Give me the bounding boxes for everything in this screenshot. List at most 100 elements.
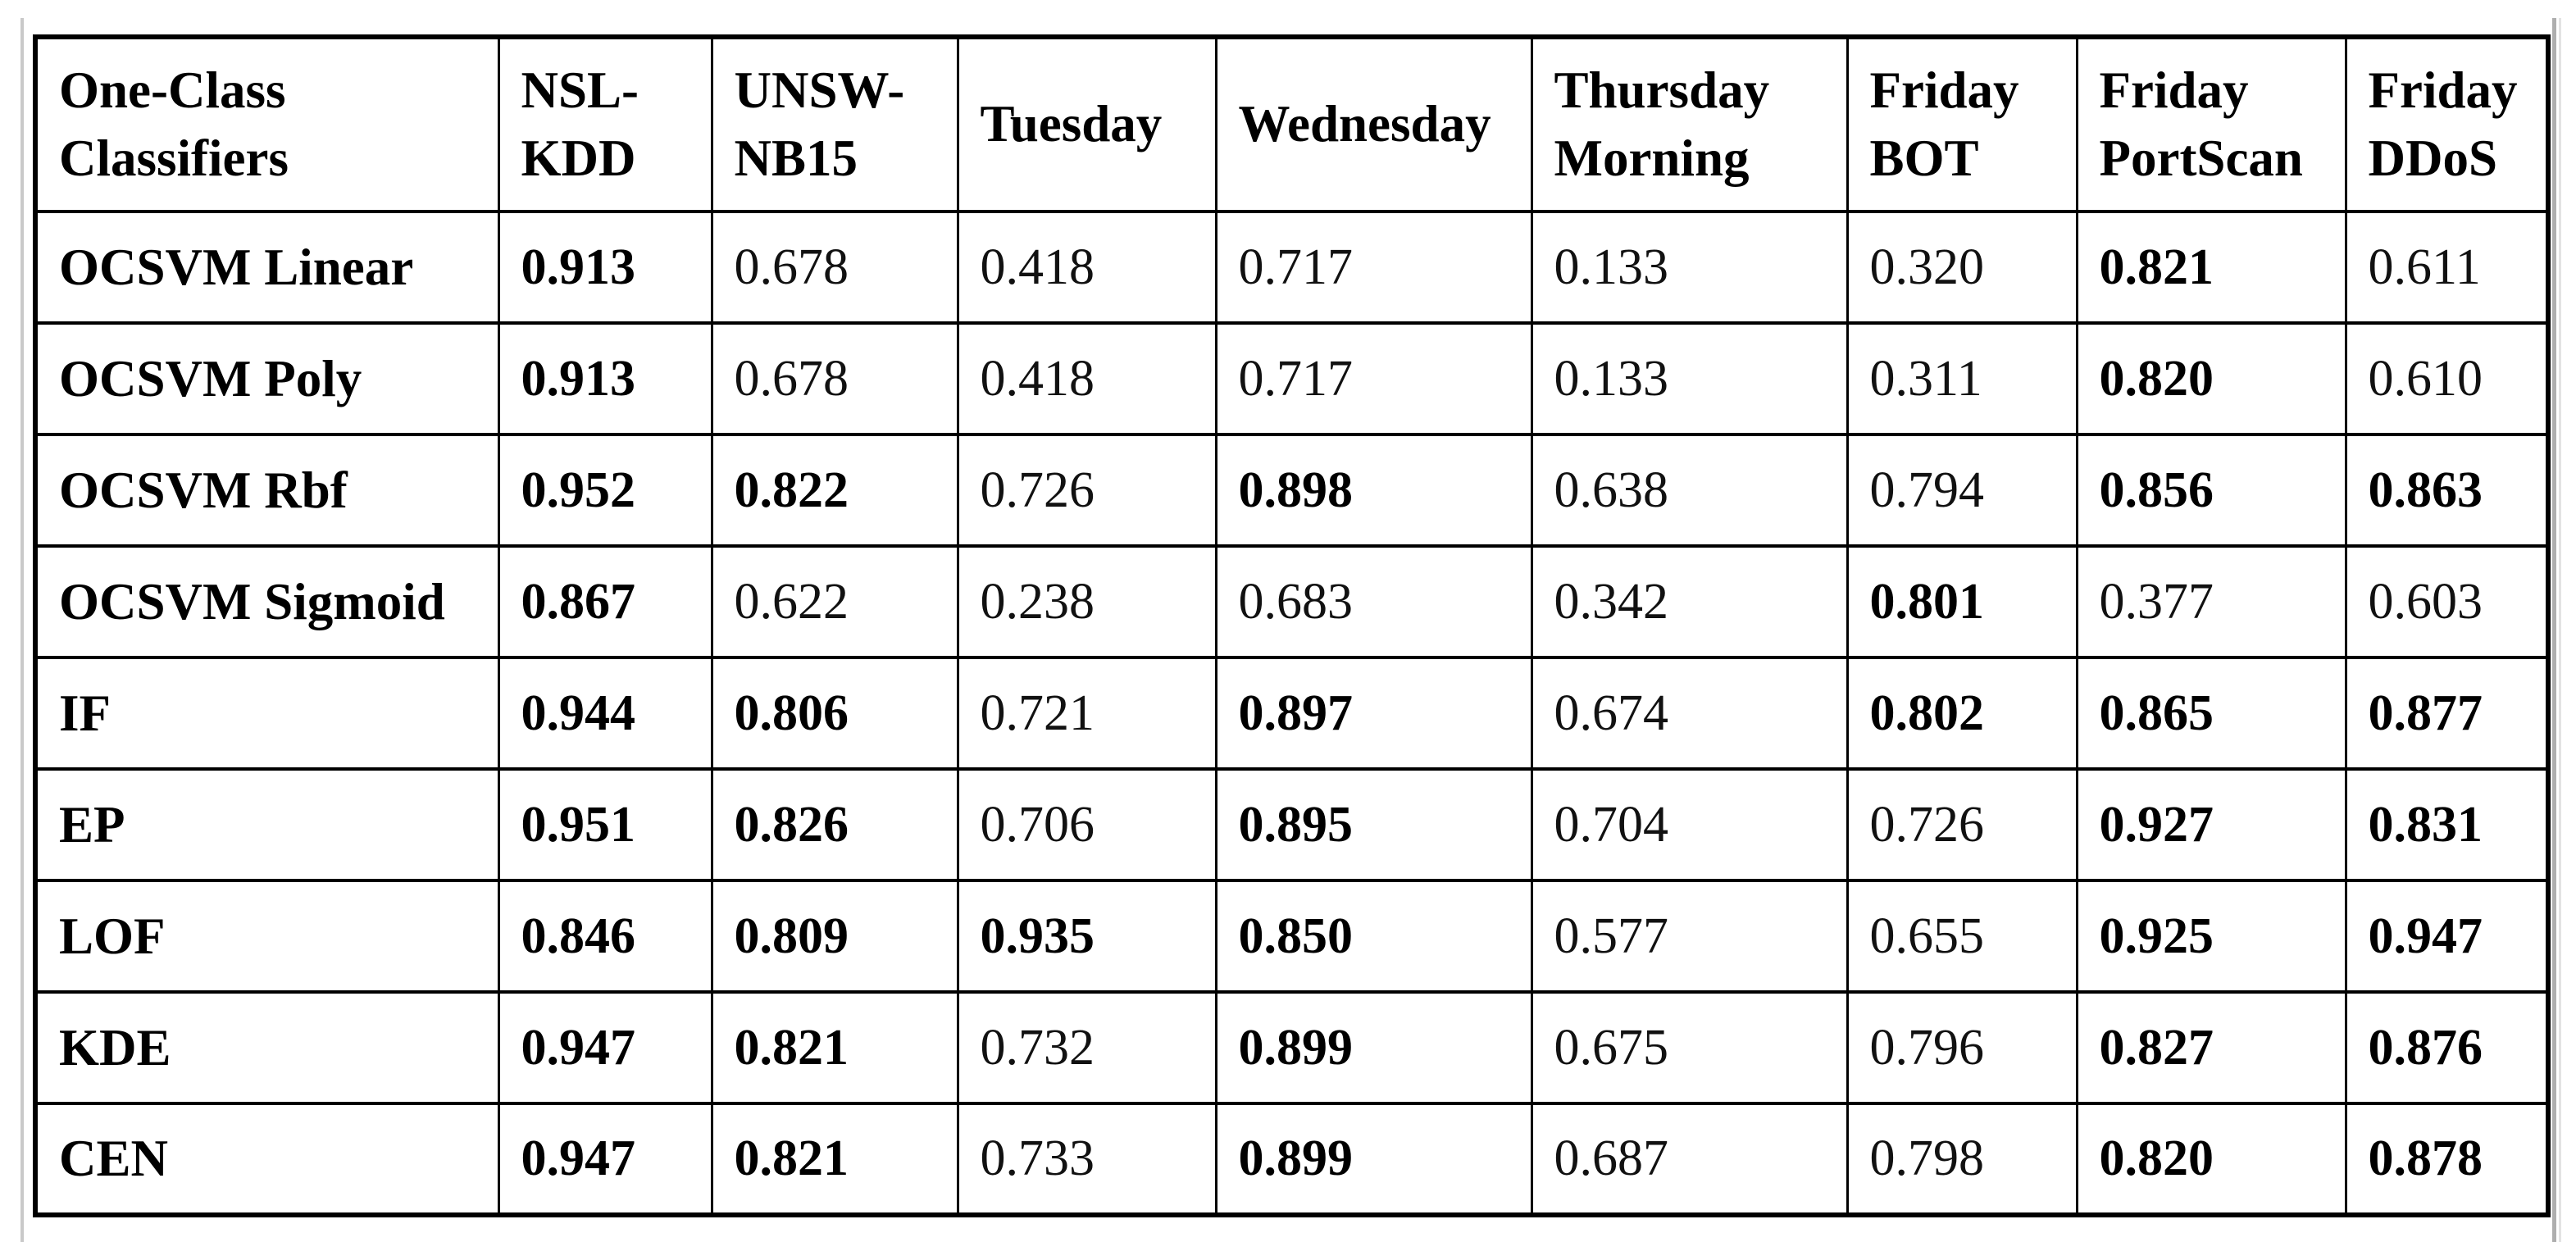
table-row-ocsvm-poly: OCSVM Poly 0.913 0.678 0.418 0.717 0.133 0.311… bbox=[34, 321, 2550, 436]
row-label-ocsvm-rbf: OCSVM Rbf bbox=[34, 433, 500, 548]
metric-cell-ocsvm-poly-wednesday: 0.717 bbox=[1214, 321, 1533, 436]
metric-cell-ocsvm-poly-nsl-kdd: 0.913 bbox=[497, 321, 713, 436]
metric-cell-ocsvm-linear-unsw-nb15: 0.678 bbox=[710, 210, 959, 325]
metric-cell-ep-friday-bot: 0.726 bbox=[1846, 767, 2078, 882]
metric-cell-if-unsw-nb15: 0.806 bbox=[710, 656, 959, 771]
metric-cell-kde-tuesday: 0.732 bbox=[956, 990, 1217, 1105]
metric-cell-ocsvm-sigmoid-unsw-nb15: 0.622 bbox=[710, 544, 959, 659]
metric-cell-if-tuesday: 0.721 bbox=[956, 656, 1217, 771]
column-header-friday-bot: Friday BOT bbox=[1846, 35, 2078, 213]
metric-cell-cen-unsw-nb15: 0.821 bbox=[710, 1102, 959, 1217]
table-row-cen: CEN 0.947 0.821 0.733 0.899 0.687 0.798 0.820 0.… bbox=[34, 1102, 2550, 1217]
metric-cell-ocsvm-linear-thursday-morning: 0.133 bbox=[1530, 210, 1849, 325]
metric-cell-cen-wednesday: 0.899 bbox=[1214, 1102, 1533, 1217]
column-header-tuesday: Tuesday bbox=[956, 35, 1217, 213]
table-row-ocsvm-sigmoid: OCSVM Sigmoid 0.867 0.622 0.238 0.683 0.342 0.… bbox=[34, 544, 2550, 659]
table-row-ocsvm-linear: OCSVM Linear 0.913 0.678 0.418 0.717 0.133 0.3… bbox=[34, 210, 2550, 325]
metric-cell-cen-friday-bot: 0.798 bbox=[1846, 1102, 2078, 1217]
metric-cell-ocsvm-sigmoid-wednesday: 0.683 bbox=[1214, 544, 1533, 659]
page-edge-line-right bbox=[2552, 18, 2556, 1242]
table-row-kde: KDE 0.947 0.821 0.732 0.899 0.675 0.796 0.827 0.… bbox=[34, 990, 2550, 1105]
row-label-ep: EP bbox=[34, 767, 500, 882]
metric-cell-ep-tuesday: 0.706 bbox=[956, 767, 1217, 882]
header-row: One-Class Classifiers NSL-KDD UNSW-NB15 Tue… bbox=[34, 35, 2550, 213]
metric-cell-cen-thursday-morning: 0.687 bbox=[1530, 1102, 1849, 1217]
metric-cell-cen-friday-ddos: 0.878 bbox=[2344, 1102, 2550, 1217]
metric-cell-lof-thursday-morning: 0.577 bbox=[1530, 879, 1849, 994]
metric-cell-ocsvm-sigmoid-tuesday: 0.238 bbox=[956, 544, 1217, 659]
row-label-if: IF bbox=[34, 656, 500, 771]
metric-cell-ep-wednesday: 0.895 bbox=[1214, 767, 1533, 882]
page-edge-line-right-outer bbox=[2559, 18, 2561, 1242]
metric-cell-lof-friday-portscan: 0.925 bbox=[2075, 879, 2347, 994]
metric-cell-if-thursday-morning: 0.674 bbox=[1530, 656, 1849, 771]
metric-cell-if-friday-bot: 0.802 bbox=[1846, 656, 2078, 771]
row-label-kde: KDE bbox=[34, 990, 500, 1105]
metric-cell-ocsvm-rbf-tuesday: 0.726 bbox=[956, 433, 1217, 548]
metric-cell-kde-nsl-kdd: 0.947 bbox=[497, 990, 713, 1105]
metric-cell-ocsvm-sigmoid-friday-bot: 0.801 bbox=[1846, 544, 2078, 659]
metric-cell-kde-friday-ddos: 0.876 bbox=[2344, 990, 2550, 1105]
metric-cell-ocsvm-linear-nsl-kdd: 0.913 bbox=[497, 210, 713, 325]
metric-cell-kde-friday-portscan: 0.827 bbox=[2075, 990, 2347, 1105]
table-row-ep: EP 0.951 0.826 0.706 0.895 0.704 0.726 0.927 0.8… bbox=[34, 767, 2550, 882]
metric-cell-ep-unsw-nb15: 0.826 bbox=[710, 767, 959, 882]
metric-cell-ocsvm-poly-friday-bot: 0.311 bbox=[1846, 321, 2078, 436]
metric-cell-if-friday-ddos: 0.877 bbox=[2344, 656, 2550, 771]
metric-cell-ocsvm-rbf-unsw-nb15: 0.822 bbox=[710, 433, 959, 548]
metric-cell-lof-tuesday: 0.935 bbox=[956, 879, 1217, 994]
metric-cell-lof-nsl-kdd: 0.846 bbox=[497, 879, 713, 994]
metric-cell-lof-wednesday: 0.850 bbox=[1214, 879, 1533, 994]
metric-cell-ep-friday-portscan: 0.927 bbox=[2075, 767, 2347, 882]
metric-cell-ocsvm-poly-thursday-morning: 0.133 bbox=[1530, 321, 1849, 436]
metric-cell-lof-unsw-nb15: 0.809 bbox=[710, 879, 959, 994]
metric-cell-kde-friday-bot: 0.796 bbox=[1846, 990, 2078, 1105]
results-table-body: OCSVM Linear 0.913 0.678 0.418 0.717 0.133 0.3… bbox=[34, 210, 2550, 1217]
metric-cell-ocsvm-rbf-wednesday: 0.898 bbox=[1214, 433, 1533, 548]
column-header-nsl-kdd: NSL-KDD bbox=[497, 35, 713, 213]
column-header-thursday-morning: Thursday Morning bbox=[1530, 35, 1849, 213]
metric-cell-ep-nsl-kdd: 0.951 bbox=[497, 767, 713, 882]
metric-cell-cen-friday-portscan: 0.820 bbox=[2075, 1102, 2347, 1217]
metric-cell-ocsvm-rbf-thursday-morning: 0.638 bbox=[1530, 433, 1849, 548]
metric-cell-ocsvm-rbf-friday-portscan: 0.856 bbox=[2075, 433, 2347, 548]
column-header-unsw-nb15: UNSW-NB15 bbox=[710, 35, 959, 213]
metric-cell-ocsvm-rbf-friday-bot: 0.794 bbox=[1846, 433, 2078, 548]
metric-cell-ocsvm-linear-wednesday: 0.717 bbox=[1214, 210, 1533, 325]
metric-cell-lof-friday-bot: 0.655 bbox=[1846, 879, 2078, 994]
metric-cell-ocsvm-rbf-nsl-kdd: 0.952 bbox=[497, 433, 713, 548]
metric-cell-cen-tuesday: 0.733 bbox=[956, 1102, 1217, 1217]
metric-cell-ocsvm-poly-unsw-nb15: 0.678 bbox=[710, 321, 959, 436]
metric-cell-ocsvm-sigmoid-thursday-morning: 0.342 bbox=[1530, 544, 1849, 659]
metric-cell-lof-friday-ddos: 0.947 bbox=[2344, 879, 2550, 994]
metric-cell-ep-thursday-morning: 0.704 bbox=[1530, 767, 1849, 882]
metric-cell-if-nsl-kdd: 0.944 bbox=[497, 656, 713, 771]
column-header-friday-ddos: Friday DDoS bbox=[2344, 35, 2550, 213]
metric-cell-if-friday-portscan: 0.865 bbox=[2075, 656, 2347, 771]
column-header-wednesday: Wednesday bbox=[1214, 35, 1533, 213]
row-label-cen: CEN bbox=[34, 1102, 500, 1217]
metric-cell-ocsvm-poly-friday-ddos: 0.610 bbox=[2344, 321, 2550, 436]
metric-cell-ocsvm-rbf-friday-ddos: 0.863 bbox=[2344, 433, 2550, 548]
row-label-ocsvm-linear: OCSVM Linear bbox=[34, 210, 500, 325]
metric-cell-kde-wednesday: 0.899 bbox=[1214, 990, 1533, 1105]
metric-cell-ep-friday-ddos: 0.831 bbox=[2344, 767, 2550, 882]
table-row-if: IF 0.944 0.806 0.721 0.897 0.674 0.802 0.865 0.8… bbox=[34, 656, 2550, 771]
column-header-one-class-classifiers: One-Class Classifiers bbox=[34, 35, 500, 213]
column-header-friday-portscan: Friday PortScan bbox=[2075, 35, 2347, 213]
table-row-lof: LOF 0.846 0.809 0.935 0.850 0.577 0.655 0.925 0.… bbox=[34, 879, 2550, 994]
results-table: One-Class Classifiers NSL-KDD UNSW-NB15 Tue… bbox=[33, 34, 2551, 1217]
metric-cell-ocsvm-linear-tuesday: 0.418 bbox=[956, 210, 1217, 325]
table-row-ocsvm-rbf: OCSVM Rbf 0.952 0.822 0.726 0.898 0.638 0.794 0… bbox=[34, 433, 2550, 548]
row-label-lof: LOF bbox=[34, 879, 500, 994]
metric-cell-cen-nsl-kdd: 0.947 bbox=[497, 1102, 713, 1217]
metric-cell-ocsvm-poly-friday-portscan: 0.820 bbox=[2075, 321, 2347, 436]
metric-cell-ocsvm-sigmoid-friday-ddos: 0.603 bbox=[2344, 544, 2550, 659]
metric-cell-kde-thursday-morning: 0.675 bbox=[1530, 990, 1849, 1105]
row-label-ocsvm-sigmoid: OCSVM Sigmoid bbox=[34, 544, 500, 659]
page-edge-line-left bbox=[20, 18, 24, 1242]
metric-cell-ocsvm-sigmoid-nsl-kdd: 0.867 bbox=[497, 544, 713, 659]
metric-cell-ocsvm-linear-friday-bot: 0.320 bbox=[1846, 210, 2078, 325]
metric-cell-ocsvm-poly-tuesday: 0.418 bbox=[956, 321, 1217, 436]
